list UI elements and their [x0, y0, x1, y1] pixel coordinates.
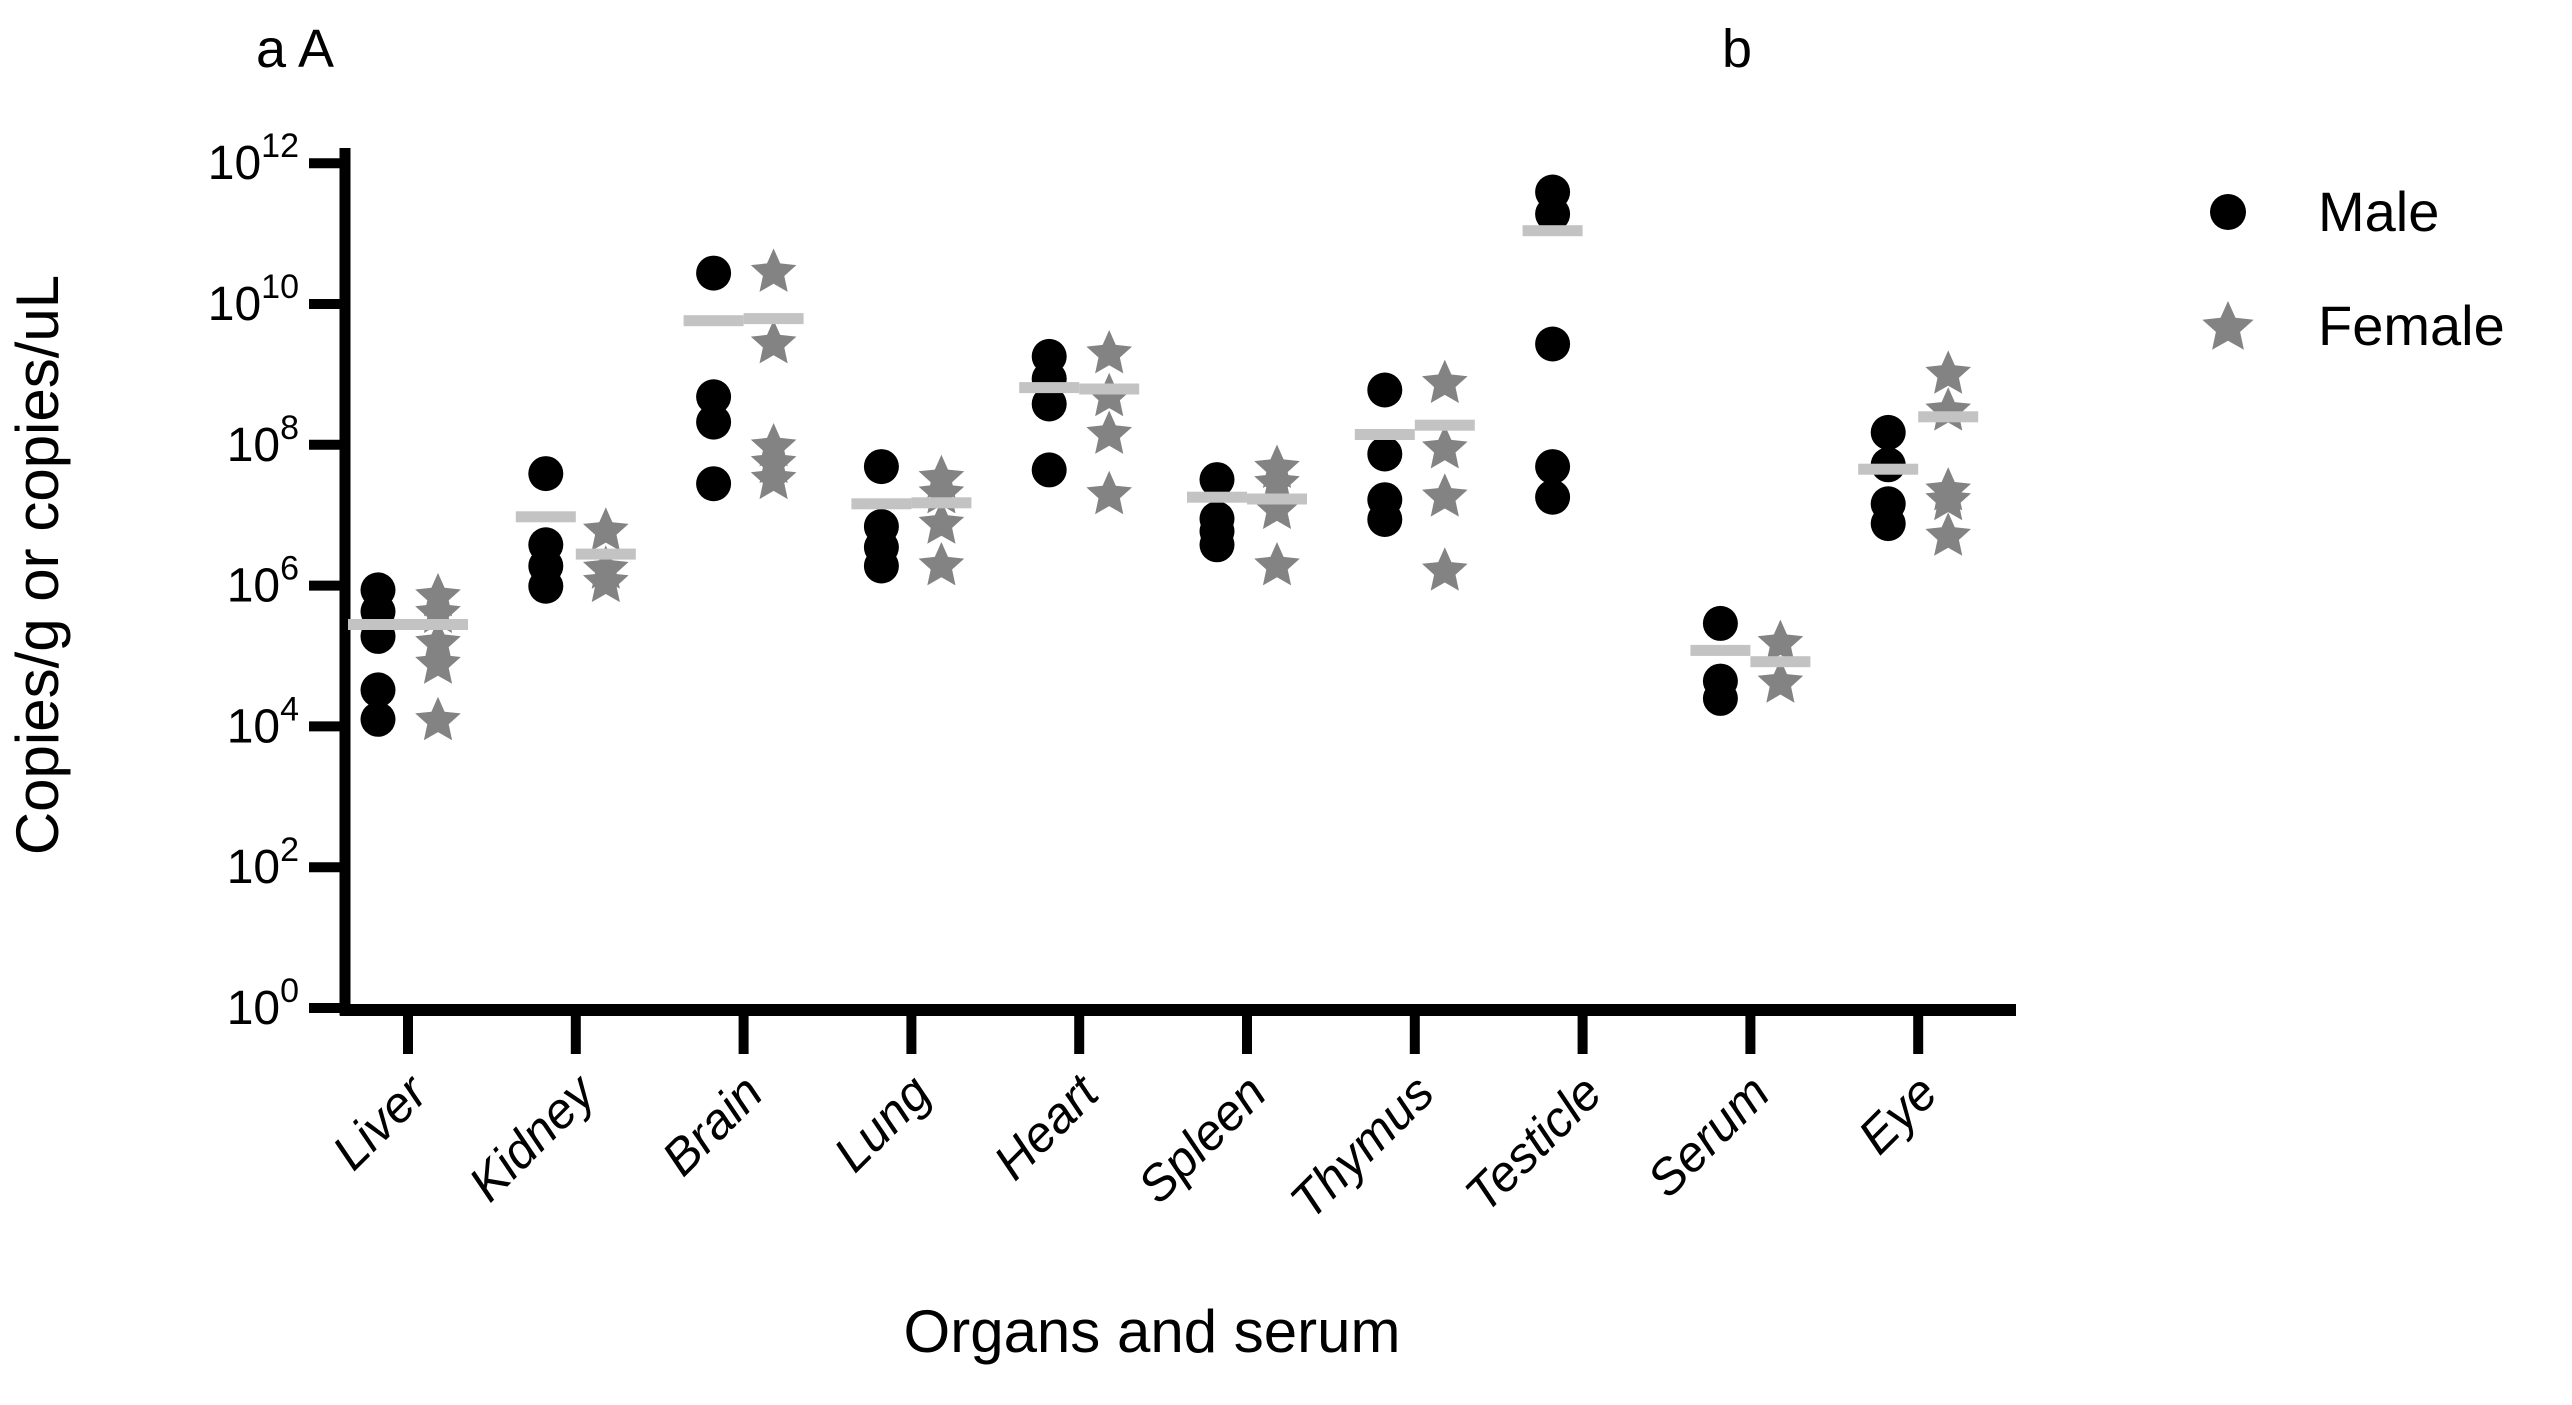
legend-female-label: Female: [2318, 294, 2505, 357]
data-point-male-kidney: [528, 568, 564, 604]
data-point-male-liver: [360, 672, 396, 708]
data-point-male-testicle: [1535, 196, 1571, 232]
data-point-male-kidney: [528, 456, 564, 492]
mean-line-female-spleen: [1247, 493, 1307, 505]
mean-line-female-eye: [1918, 411, 1979, 423]
data-point-male-testicle: [1535, 479, 1571, 515]
data-point-female-thymus: [1422, 473, 1468, 517]
data-point-male-brain: [696, 404, 732, 440]
data-point-male-testicle: [1535, 449, 1571, 485]
data-point-female-brain: [750, 248, 797, 292]
data-point-male-eye: [1870, 506, 1906, 542]
mean-line-female-heart: [1079, 383, 1140, 395]
data-point-female-serum: [1757, 659, 1804, 703]
x-axis-title: Organs and serum: [904, 1298, 1401, 1365]
data-point-female-eye: [1925, 387, 1971, 431]
y-axis-title: Copies/g or copies/uL: [4, 275, 71, 855]
mean-line-male-thymus: [1354, 429, 1415, 440]
data-point-male-spleen: [1199, 462, 1235, 498]
data-point-female-thymus: [1422, 547, 1468, 591]
data-point-female-heart: [1086, 470, 1132, 515]
mean-line-male-kidney: [515, 511, 576, 523]
data-point-female-spleen: [1254, 459, 1300, 504]
x-category-label: Brain: [651, 1064, 773, 1186]
mean-line-male-brain: [683, 315, 744, 327]
data-point-male-brain: [696, 379, 732, 415]
data-point-female-brain: [750, 320, 797, 364]
data-point-male-serum: [1702, 605, 1738, 641]
data-point-female-heart: [1086, 330, 1132, 374]
data-point-male-heart: [1031, 452, 1067, 488]
mean-line-male-eye: [1858, 463, 1919, 475]
x-category-label: Serum: [1636, 1064, 1780, 1208]
mean-line-male-lung: [851, 498, 912, 510]
data-point-male-lung: [863, 548, 899, 584]
data-point-female-lung: [918, 500, 965, 544]
data-point-male-heart: [1031, 386, 1067, 422]
data-point-female-heart: [1086, 410, 1132, 454]
x-category-label: Heart: [983, 1063, 1111, 1191]
y-tick-label: 102: [227, 831, 299, 894]
x-category-label: Liver: [322, 1063, 440, 1181]
mean-line-male-heart: [1019, 382, 1080, 394]
mean-line-male-serum: [1690, 644, 1751, 656]
data-point-female-lung: [918, 542, 965, 586]
data-point-female-serum: [1757, 619, 1804, 663]
panel-label-a: a A: [256, 19, 334, 79]
x-category-label: Thymus: [1279, 1064, 1444, 1229]
data-point-female-liver: [415, 696, 461, 741]
data-point-male-serum: [1702, 680, 1738, 716]
data-point-female-eye: [1925, 350, 1971, 394]
y-tick-label: 100: [227, 972, 299, 1035]
mean-line-female-liver: [408, 619, 468, 630]
y-tick-label: 104: [227, 690, 299, 753]
mean-line-female-serum: [1750, 656, 1811, 668]
data-point-male-testicle: [1535, 326, 1571, 362]
x-category-label: Testicle: [1454, 1064, 1612, 1222]
data-point-male-liver: [360, 701, 396, 737]
data-point-female-kidney: [583, 507, 629, 551]
y-tick-label: 1012: [208, 127, 299, 190]
data-point-male-lung: [863, 449, 899, 485]
y-tick-label: 106: [227, 550, 299, 613]
data-point-female-thymus: [1422, 359, 1468, 403]
data-point-female-eye: [1925, 512, 1971, 556]
data-point-female-heart: [1086, 372, 1132, 417]
x-category-label: Eye: [1847, 1064, 1948, 1165]
x-category-label: Lung: [823, 1064, 941, 1182]
panel-label-b: b: [1722, 19, 1752, 79]
mean-line-female-brain: [743, 313, 804, 325]
mean-line-female-thymus: [1414, 419, 1475, 431]
data-point-male-thymus: [1367, 502, 1403, 537]
data-point-male-thymus: [1367, 436, 1403, 472]
data-point-female-thymus: [1422, 425, 1468, 469]
data-point-female-kidney: [583, 558, 629, 603]
y-tick-label: 108: [227, 409, 299, 472]
data-point-male-thymus: [1367, 372, 1403, 408]
mean-line-male-spleen: [1187, 491, 1247, 503]
data-point-female-liver: [415, 640, 461, 684]
mean-line-female-lung: [911, 497, 972, 509]
data-point-female-brain: [750, 455, 797, 500]
data-point-male-brain: [696, 255, 732, 291]
data-point-male-eye: [1870, 414, 1906, 450]
legend-male-label: Male: [2318, 180, 2439, 243]
mean-line-male-liver: [348, 619, 408, 630]
mean-line-male-testicle: [1522, 225, 1583, 237]
legend: Male Female: [2202, 180, 2505, 357]
legend-female-star-icon: [2202, 301, 2254, 350]
mean-line-female-kidney: [575, 548, 636, 560]
data-point-male-brain: [696, 466, 732, 502]
legend-male-circle-icon: [2210, 194, 2246, 230]
data-point-female-eye: [1925, 476, 1971, 521]
data-point-male-spleen: [1199, 527, 1235, 563]
x-category-label: Spleen: [1127, 1064, 1277, 1214]
plot-area: 100 102 104 106 108 1010 1012 Liver Kidney Brain L…: [208, 127, 2016, 1230]
data-point-female-spleen: [1254, 485, 1300, 529]
y-tick-label: 1010: [208, 268, 299, 331]
x-category-label: Kidney: [458, 1062, 608, 1212]
data-point-female-spleen: [1254, 542, 1300, 586]
